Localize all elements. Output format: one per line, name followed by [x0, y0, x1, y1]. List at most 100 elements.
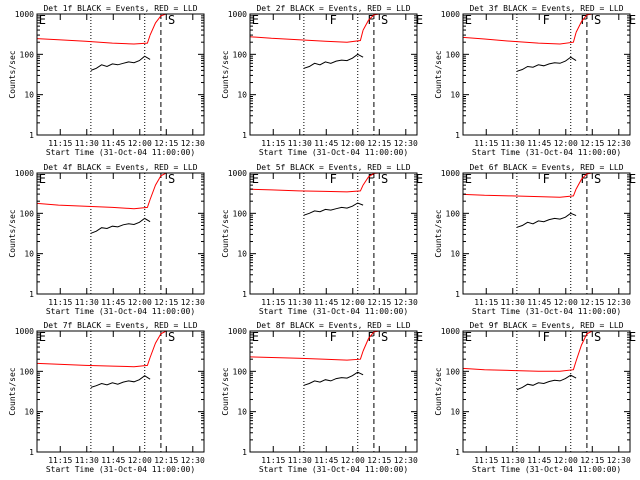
detector-panel: Det 4f BLACK = Events, RED = LLD Counts/s…: [8, 163, 423, 316]
plot-frame: [36, 172, 205, 295]
x-tick-label: 12:00: [128, 298, 152, 307]
plot-frame: [249, 330, 418, 453]
y-tick-label: 1: [455, 290, 460, 299]
x-tick-label: 12:15: [154, 456, 178, 465]
y-axis-label: Counts/sec: [221, 367, 230, 415]
event-marker-label: E: [465, 13, 472, 27]
event-marker-label: E: [416, 13, 423, 27]
event-marker-label: S: [594, 172, 601, 186]
plot-frame: [249, 13, 418, 136]
x-tick-label: 12:30: [607, 139, 631, 148]
plot-frame: [249, 172, 418, 295]
plot-area: [37, 173, 167, 294]
series-lld-line: [37, 357, 151, 368]
x-tick-label: 11:15: [474, 139, 498, 148]
event-marker-label: F: [330, 330, 337, 344]
plot-area: [37, 331, 167, 452]
x-tick-label: 11:30: [75, 298, 99, 307]
y-tick-label: 10: [237, 408, 247, 417]
y-tick-label: 1000: [441, 327, 460, 336]
event-marker-label: E: [465, 330, 472, 344]
event-marker-label: F: [367, 13, 374, 27]
y-tick-label: 1: [455, 448, 460, 457]
x-tick-label: 12:30: [181, 456, 205, 465]
event-marker-label: S: [381, 13, 388, 27]
x-axis-label: Start Time (31-Oct-04 11:00:00): [472, 148, 621, 157]
plot-frame: [462, 330, 631, 453]
y-tick-label: 10: [450, 250, 460, 259]
x-tick-label: 12:15: [580, 139, 604, 148]
detector-panel: Det 6f BLACK = Events, RED = LLD Counts/s…: [434, 163, 631, 316]
series-lld-line: [463, 188, 577, 198]
y-tick-label: 100: [446, 209, 461, 218]
x-axis-label: Start Time (31-Oct-04 11:00:00): [46, 148, 195, 157]
detector-panel: Det 2f BLACK = Events, RED = LLD Counts/s…: [221, 4, 636, 157]
event-marker-label: S: [168, 172, 175, 186]
event-marker-label: F: [330, 172, 337, 186]
x-tick-label: 11:15: [48, 456, 72, 465]
y-tick-label: 10: [450, 91, 460, 100]
x-tick-label: 12:15: [154, 139, 178, 148]
x-tick-label: 11:30: [75, 456, 99, 465]
event-marker-label: E: [252, 13, 259, 27]
x-tick-label: 11:45: [314, 456, 338, 465]
x-axis-label: Start Time (31-Oct-04 11:00:00): [472, 465, 621, 474]
y-tick-label: 100: [20, 367, 35, 376]
series-events-line: [303, 202, 364, 216]
y-tick-label: 10: [237, 91, 247, 100]
event-marker-label: F: [580, 330, 587, 344]
series-lld-line: [37, 34, 151, 45]
detector-panel: Det 3f BLACK = Events, RED = LLD Counts/s…: [434, 4, 631, 157]
event-marker-label: F: [367, 172, 374, 186]
y-axis-label: Counts/sec: [434, 367, 443, 415]
event-marker-label: F: [543, 172, 550, 186]
event-marker-label: E: [39, 330, 46, 344]
y-axis-label: Counts/sec: [221, 209, 230, 257]
x-tick-label: 11:30: [75, 139, 99, 148]
x-tick-label: 12:30: [181, 298, 205, 307]
event-marker-label: E: [416, 172, 423, 186]
x-tick-label: 12:15: [367, 456, 391, 465]
x-axis-label: Start Time (31-Oct-04 11:00:00): [46, 465, 195, 474]
event-marker-label: E: [39, 13, 46, 27]
panel-title: Det 7f BLACK = Events, RED = LLD: [43, 321, 197, 330]
panel-title: Det 9f BLACK = Events, RED = LLD: [469, 321, 623, 330]
x-tick-label: 11:15: [474, 456, 498, 465]
x-tick-label: 11:45: [527, 139, 551, 148]
detector-panel: Det 1f BLACK = Events, RED = LLD Counts/s…: [8, 4, 423, 157]
series-lld-line: [463, 360, 577, 372]
event-marker-label: E: [416, 330, 423, 344]
y-axis-label: Counts/sec: [8, 367, 17, 415]
series-events-line: [303, 371, 364, 386]
panel-title: Det 5f BLACK = Events, RED = LLD: [256, 163, 410, 172]
x-tick-label: 12:15: [367, 139, 391, 148]
event-marker-label: E: [252, 330, 259, 344]
detector-panel: Det 8f BLACK = Events, RED = LLD Counts/s…: [221, 321, 636, 474]
y-tick-label: 1: [242, 290, 247, 299]
series-lld-line: [149, 173, 167, 200]
plot-frame: [462, 13, 631, 136]
x-tick-label: 12:00: [554, 298, 578, 307]
series-events-line: [516, 212, 577, 228]
x-tick-label: 12:00: [341, 456, 365, 465]
event-marker-label: F: [367, 330, 374, 344]
x-tick-label: 12:00: [128, 456, 152, 465]
series-lld-line: [250, 29, 364, 43]
plot-frame: [36, 13, 205, 136]
x-tick-label: 12:30: [394, 139, 418, 148]
series-lld-line: [250, 184, 364, 193]
y-tick-label: 1: [29, 448, 34, 457]
y-tick-label: 10: [450, 408, 460, 417]
panel-title: Det 1f BLACK = Events, RED = LLD: [43, 4, 197, 13]
y-axis-label: Counts/sec: [8, 209, 17, 257]
x-tick-label: 11:45: [101, 139, 125, 148]
series-lld-line: [149, 331, 167, 358]
y-tick-label: 1000: [441, 10, 460, 19]
y-tick-label: 100: [20, 209, 35, 218]
y-tick-label: 100: [233, 367, 248, 376]
series-lld-line: [463, 32, 577, 45]
x-tick-label: 11:15: [48, 298, 72, 307]
x-tick-label: 11:30: [501, 139, 525, 148]
series-lld-line: [250, 350, 364, 361]
